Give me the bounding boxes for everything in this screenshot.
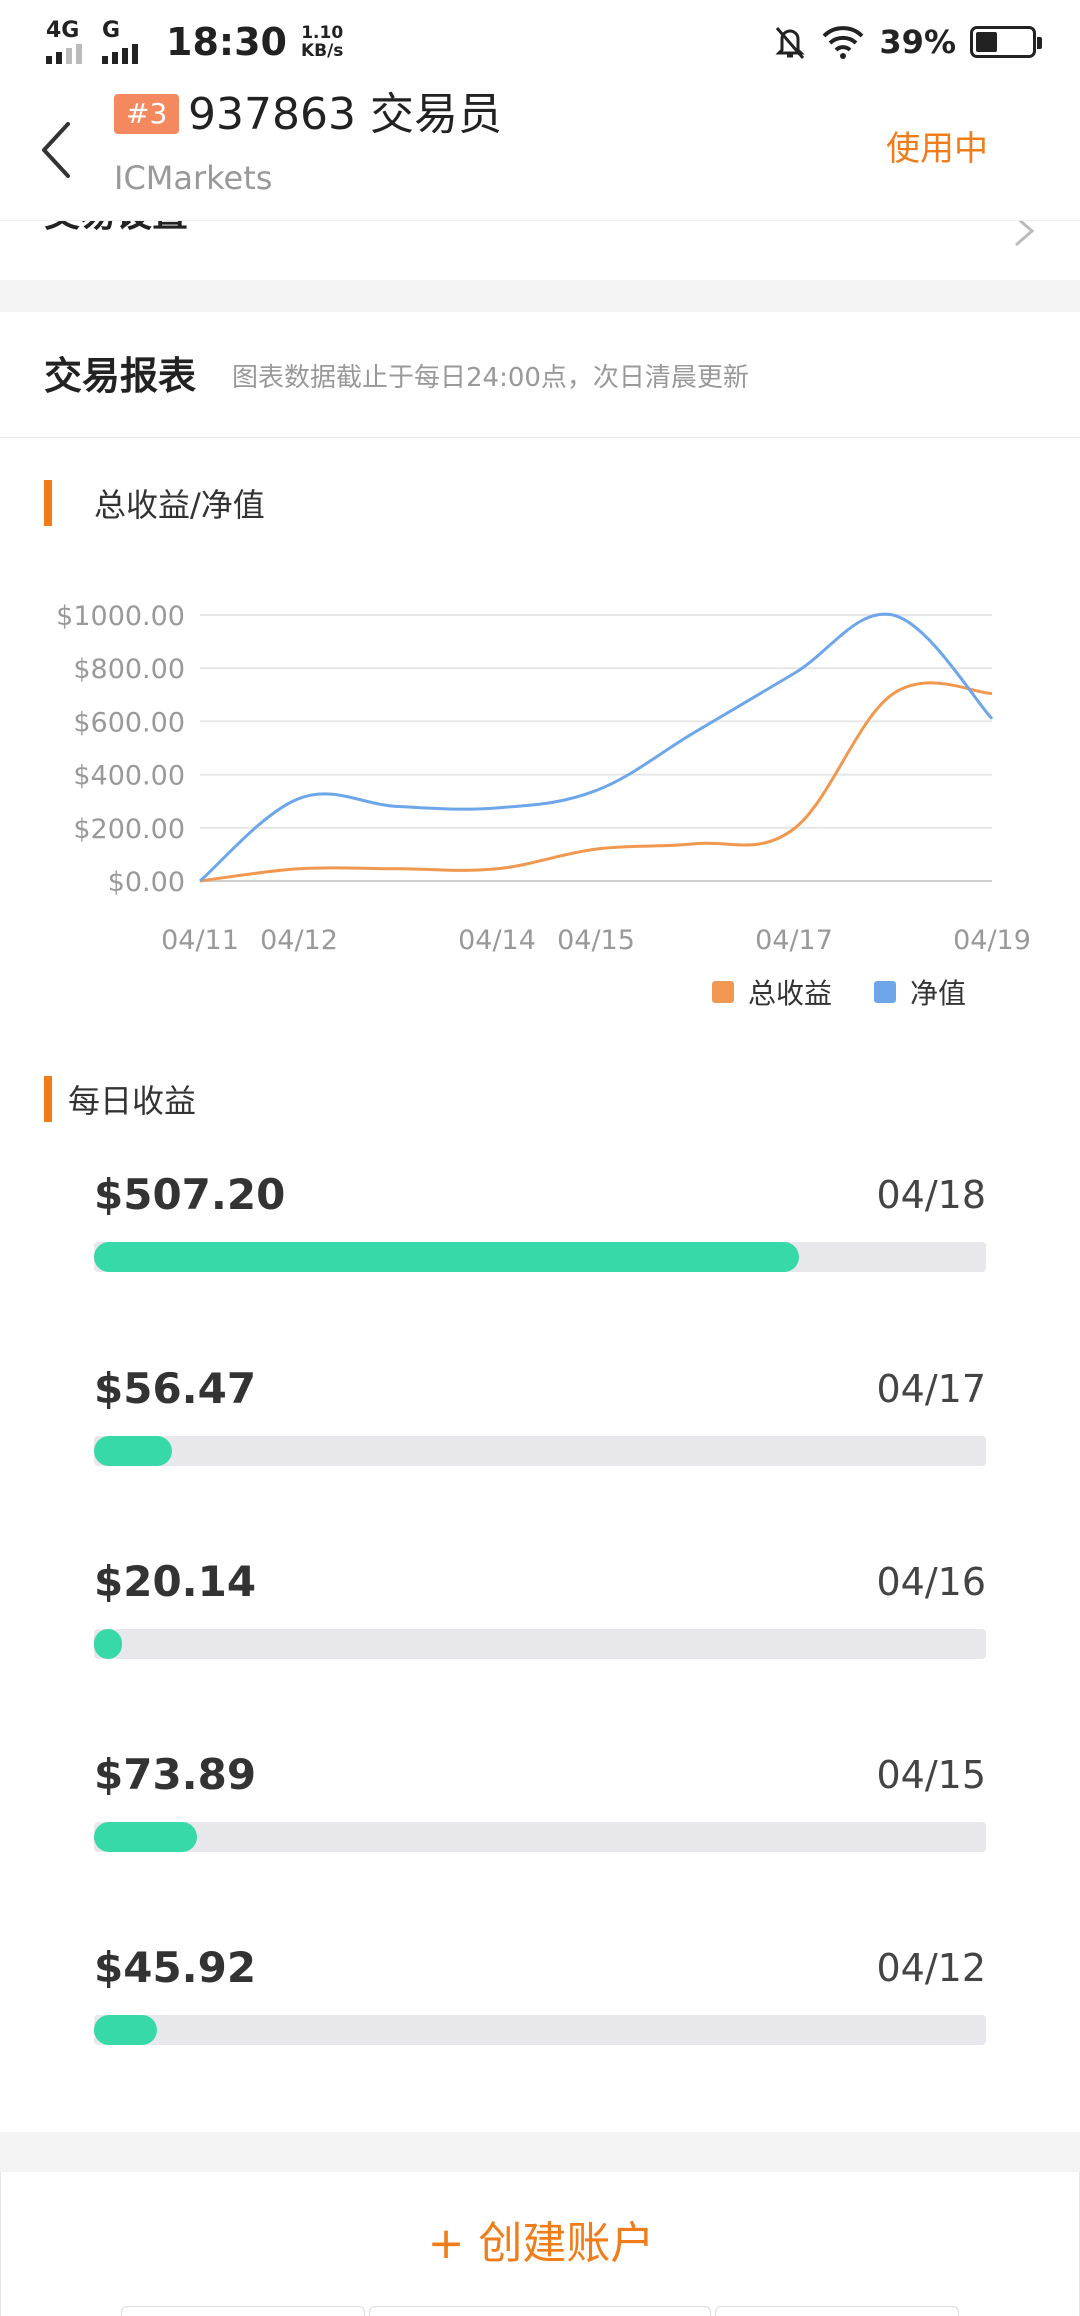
report-header: 交易报表 图表数据截止于每日24:00点，次日清晨更新: [0, 312, 1080, 438]
chart-section-label: 总收益/净值: [94, 486, 265, 524]
y-tick-label: $600.00: [73, 707, 185, 738]
daily-section-label: 每日收益: [68, 1082, 197, 1120]
daily-earning-item: $73.89 04/15: [94, 1748, 986, 1858]
earning-amount: $507.20: [94, 1170, 286, 1219]
earning-bar-track: [94, 1629, 986, 1659]
chevron-right-icon: [1015, 221, 1035, 247]
earning-bar-fill: [94, 1242, 799, 1272]
series-line-1: [199, 612, 994, 883]
legend-item: 净值: [873, 972, 966, 1012]
tab-peek: [715, 2306, 959, 2316]
y-tick-label: $1000.00: [56, 601, 185, 632]
trade-settings-row[interactable]: 交易设置: [0, 220, 1080, 280]
x-tick-label: 04/19: [953, 925, 1031, 956]
section-accent-bar: [44, 1076, 52, 1122]
earning-bar-track: [94, 1436, 986, 1466]
x-tick-label: 04/11: [161, 925, 239, 956]
silent-bell-icon: [775, 27, 806, 59]
broker-name: ICMarkets: [114, 159, 273, 197]
earning-date: 04/12: [876, 1946, 986, 1990]
app-header: #3 937863 交易员 ICMarkets 使用中: [0, 84, 1080, 220]
network-speed: 1.10 KB/s: [301, 24, 343, 60]
legend-label: 总收益: [747, 977, 832, 1010]
earning-date: 04/15: [876, 1753, 986, 1797]
earning-bar-fill: [94, 1822, 197, 1852]
battery-icon: [970, 26, 1042, 58]
section-accent-bar: [44, 480, 52, 526]
earning-amount: $45.92: [94, 1943, 257, 1992]
earning-bar-fill: [94, 1436, 173, 1466]
x-tick-label: 04/12: [260, 925, 338, 956]
battery-level: [976, 32, 997, 52]
series-line-0: [199, 681, 993, 883]
create-account-area: + 创建账户: [0, 2172, 1080, 2316]
y-tick-label: $200.00: [73, 814, 185, 845]
page-title: 937863 交易员: [188, 89, 502, 140]
legend-swatch: [711, 981, 734, 1003]
y-tick-label: $800.00: [73, 654, 185, 685]
earning-bar-track: [94, 1242, 986, 1272]
report-note: 图表数据截止于每日24:00点，次日清晨更新: [232, 363, 749, 393]
network-type-2: G: [102, 18, 121, 43]
daily-earning-item: $56.47 04/17: [94, 1362, 986, 1472]
chart-legend: 总收益 净值: [686, 972, 966, 1012]
trade-settings-label: 交易设置: [44, 221, 188, 245]
chart-section-title: 总收益/净值: [44, 480, 265, 526]
earning-amount: $73.89: [94, 1750, 257, 1799]
report-title: 交易报表: [44, 354, 197, 398]
wifi-icon: [822, 26, 864, 59]
earning-bar-track: [94, 2015, 986, 2045]
legend-item: 总收益: [711, 972, 832, 1012]
clock: 18:30: [166, 20, 287, 64]
in-use-status[interactable]: 使用中: [886, 129, 988, 169]
earning-bar-track: [94, 1822, 986, 1852]
battery-percent: 39%: [879, 23, 956, 61]
x-tick-label: 04/14: [458, 925, 536, 956]
section-divider: [0, 2132, 1080, 2172]
daily-earning-item: $45.92 04/12: [94, 1941, 986, 2051]
legend-swatch: [873, 981, 896, 1003]
x-tick-label: 04/15: [557, 925, 635, 956]
create-account-button[interactable]: + 创建账户: [427, 2218, 655, 2269]
tab-peek: [121, 2306, 365, 2316]
daily-earning-item: $507.20 04/18: [94, 1168, 986, 1278]
status-right: 39%: [773, 14, 1042, 70]
earning-bar-fill: [94, 1629, 122, 1659]
tab-peek: [369, 2306, 711, 2316]
signal-g-icon: G: [102, 20, 152, 64]
speed-unit: KB/s: [300, 41, 344, 61]
daily-earning-item: $20.14 04/16: [94, 1555, 986, 1665]
back-arrow-icon[interactable]: [30, 110, 86, 190]
network-type-1: 4G: [46, 18, 80, 43]
earning-amount: $20.14: [94, 1557, 257, 1606]
y-tick-label: $0.00: [108, 867, 185, 898]
earning-bar-fill: [94, 2015, 158, 2045]
speed-value: 1.10: [301, 23, 344, 43]
earning-date: 04/16: [876, 1560, 986, 1604]
status-left: 4G G 18:30 1.10 KB/s: [46, 14, 343, 70]
signal-4g-icon: 4G: [46, 20, 96, 64]
legend-label: 净值: [909, 977, 966, 1010]
section-divider: [0, 280, 1080, 312]
earning-amount: $56.47: [94, 1364, 257, 1413]
earning-date: 04/17: [876, 1367, 986, 1411]
trader-rank-badge: #3: [114, 94, 180, 134]
earning-date: 04/18: [876, 1173, 986, 1217]
daily-section-title: 每日收益: [44, 1076, 196, 1122]
status-bar: 4G G 18:30 1.10 KB/s 39%: [0, 0, 1080, 84]
profit-equity-chart: $0.00 $200.00 $400.00 $600.00 $800.00 $1000.0…: [56, 601, 1031, 956]
y-tick-label: $400.00: [73, 761, 185, 792]
x-tick-label: 04/17: [755, 925, 833, 956]
